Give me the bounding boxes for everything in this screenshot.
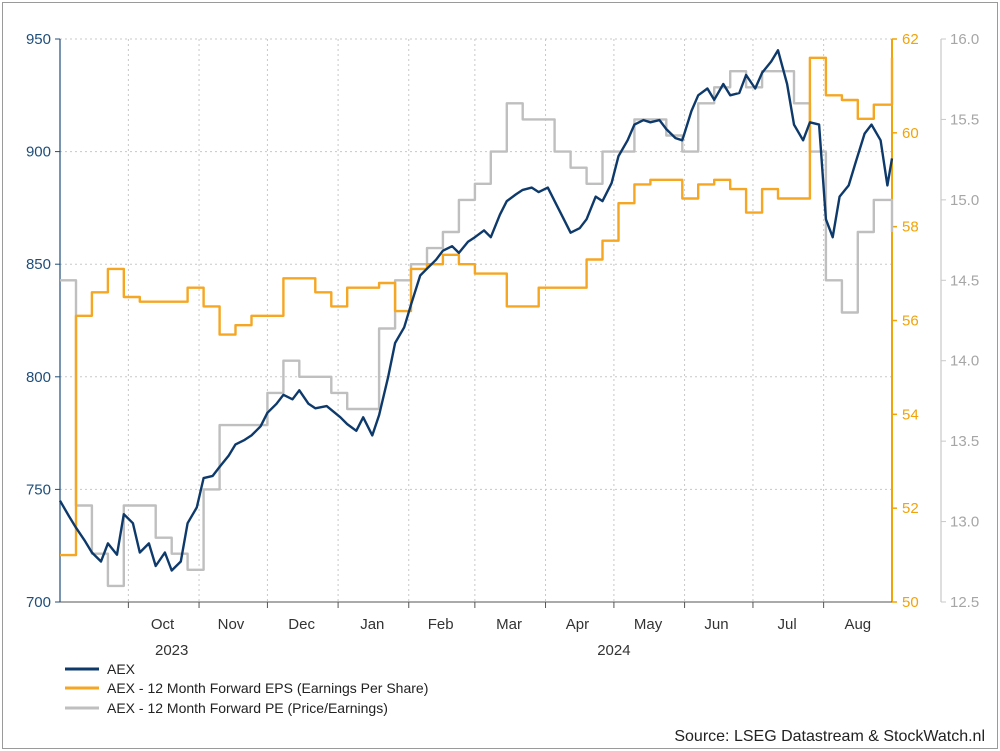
legend-label: AEX - 12 Month Forward PE (Price/Earning… bbox=[107, 700, 388, 716]
eps-line bbox=[60, 56, 894, 557]
month-tick-label: Jun bbox=[704, 616, 728, 633]
legend: AEX AEX - 12 Month Forward EPS (Earnings … bbox=[65, 661, 428, 716]
month-tick-label: Feb bbox=[428, 616, 454, 633]
source-note: Source: LSEG Datastream & StockWatch.nl bbox=[674, 728, 985, 745]
pe-axis-tick-label: 14.0 bbox=[950, 353, 979, 370]
month-tick-label: Dec bbox=[288, 616, 315, 633]
eps-axis-tick-label: 58 bbox=[902, 219, 919, 236]
month-tick-label: Jan bbox=[360, 616, 384, 633]
eps-axis-tick-label: 62 bbox=[902, 31, 919, 48]
aex-line bbox=[58, 49, 894, 572]
pe-axis-tick-label: 16.0 bbox=[950, 31, 979, 48]
left-axis-tick-label: 750 bbox=[26, 481, 51, 498]
gridlines bbox=[60, 38, 892, 603]
left-axis-tick-label: 950 bbox=[26, 31, 51, 48]
left-axis-tick-label: 900 bbox=[26, 144, 51, 161]
month-tick-label: Nov bbox=[218, 616, 245, 633]
left-axis-tick-label: 800 bbox=[26, 369, 51, 386]
pe-axis-tick-label: 15.5 bbox=[950, 111, 979, 128]
left-axis-tick-label: 700 bbox=[26, 594, 51, 611]
pe-axis-tick-label: 13.0 bbox=[950, 514, 979, 531]
legend-label: AEX bbox=[107, 661, 136, 677]
pe-line bbox=[60, 70, 894, 588]
eps-axis-tick-label: 60 bbox=[902, 125, 919, 142]
eps-axis-tick-label: 56 bbox=[902, 313, 919, 330]
eps-axis-tick-label: 54 bbox=[902, 406, 919, 423]
eps-axis-tick-label: 52 bbox=[902, 500, 919, 517]
month-tick-label: Oct bbox=[151, 616, 175, 633]
pe-axis-tick-label: 15.0 bbox=[950, 192, 979, 209]
month-tick-label: May bbox=[634, 616, 663, 633]
pe-axis-tick-label: 14.5 bbox=[950, 272, 979, 289]
legend-label: AEX - 12 Month Forward EPS (Earnings Per… bbox=[107, 680, 428, 696]
year-tick-label: 2024 bbox=[597, 642, 630, 659]
chart-svg: 700 750 800 850 900 950 50 52 54 56 58 60 62 12.5 13.0… bbox=[26, 31, 985, 745]
series-lines bbox=[58, 49, 894, 588]
eps-axis-tick-label: 50 bbox=[902, 594, 919, 611]
month-tick-label: Apr bbox=[566, 616, 589, 633]
month-tick-label: Mar bbox=[496, 616, 522, 633]
month-tick-label: Aug bbox=[844, 616, 871, 633]
pe-axis-tick-label: 12.5 bbox=[950, 594, 979, 611]
left-axis-tick-label: 850 bbox=[26, 256, 51, 273]
pe-axis-tick-label: 13.5 bbox=[950, 433, 979, 450]
month-tick-label: Jul bbox=[778, 616, 797, 633]
axes: 700 750 800 850 900 950 50 52 54 56 58 60 62 12.5 13.0… bbox=[26, 31, 979, 659]
year-tick-label: 2023 bbox=[155, 642, 188, 659]
